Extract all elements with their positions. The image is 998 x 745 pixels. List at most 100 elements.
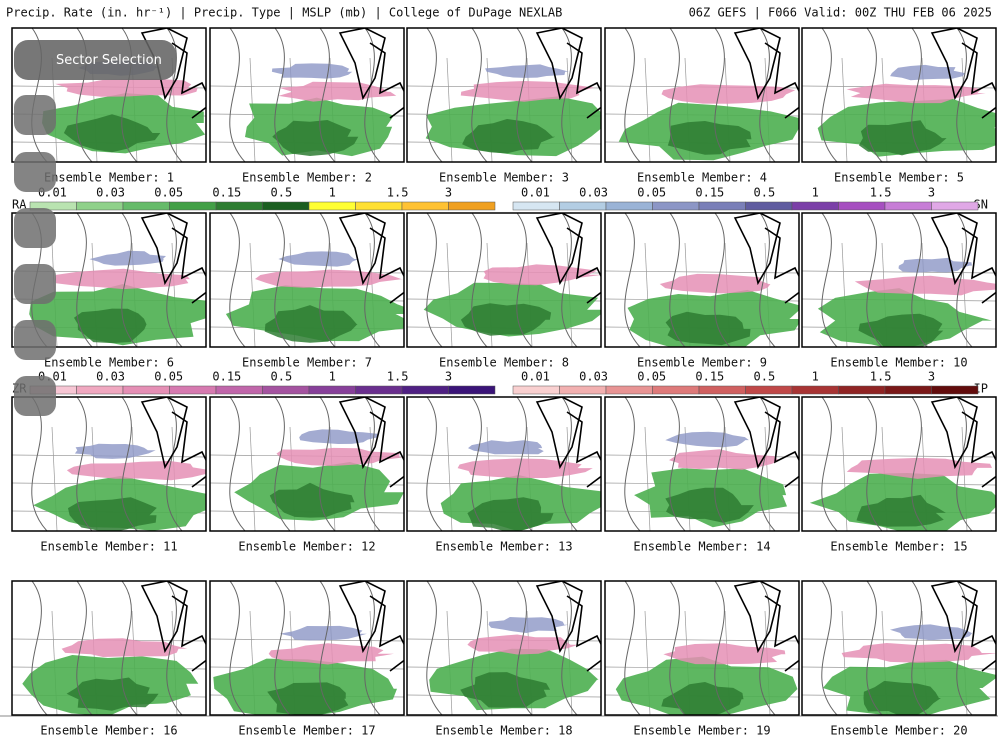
panel-border (11, 212, 207, 348)
rain-core (665, 311, 751, 346)
legend-tick: 0.05 (154, 186, 183, 200)
rain-core (460, 303, 552, 336)
border-line (407, 454, 601, 458)
isobar (31, 581, 48, 715)
panel-label: Ensemble Member: 7 (242, 356, 372, 370)
legend-tick: 1.5 (870, 370, 892, 384)
isobar (956, 28, 973, 162)
map-panel (605, 581, 799, 715)
legend-swatch (308, 385, 356, 395)
rain-core (661, 682, 744, 715)
panel-label: Ensemble Member: 8 (439, 356, 569, 370)
sector-selection-button[interactable]: Sector Selection (14, 40, 176, 80)
isobar (76, 397, 93, 531)
legend-swatch (559, 201, 607, 211)
legend-swatch (401, 385, 449, 395)
map-panel (802, 213, 996, 347)
isobar (624, 213, 641, 347)
rain-core (858, 313, 944, 347)
isobar (364, 213, 381, 347)
rain-core (467, 497, 554, 531)
mix-area (255, 269, 404, 288)
panel-label: Ensemble Member: 18 (435, 724, 572, 738)
isobar (624, 397, 641, 531)
lake-outline (930, 28, 996, 119)
isobar (624, 28, 641, 162)
mix-area (846, 457, 992, 479)
panel-border (209, 580, 405, 716)
panel-border (801, 27, 997, 163)
panel-label: Ensemble Member: 13 (435, 540, 572, 554)
isobar (274, 213, 291, 347)
isobar (274, 397, 291, 531)
lake-outline (535, 397, 601, 488)
isobar (669, 213, 686, 347)
isobar (714, 397, 731, 531)
lake-outline (930, 213, 996, 304)
isobar (166, 28, 183, 162)
legend-swatch (512, 201, 560, 211)
alert-button[interactable] (14, 264, 56, 304)
isobar (759, 213, 776, 347)
border-line (605, 638, 799, 642)
legend-tick: 3 (445, 186, 452, 200)
lake-outline (733, 213, 799, 304)
legend-swatch (931, 385, 979, 395)
mix-area (61, 638, 188, 657)
map-panel (210, 213, 404, 347)
isobar (669, 397, 686, 531)
rain-core (272, 120, 359, 156)
isobar (166, 581, 183, 715)
lake-outline (140, 397, 206, 488)
help-button[interactable] (14, 208, 56, 248)
snow-area (299, 429, 379, 444)
legend-tick: 1 (329, 186, 336, 200)
isobar (911, 397, 928, 531)
isobar (76, 213, 93, 347)
share-link-button[interactable] (14, 152, 56, 192)
panel-label: Ensemble Member: 9 (637, 356, 767, 370)
isobar (229, 28, 246, 162)
share-button[interactable] (14, 320, 56, 360)
panel-label: Ensemble Member: 2 (242, 171, 372, 185)
legend-swatch (122, 385, 170, 395)
isobar (956, 581, 973, 715)
isobar (821, 581, 838, 715)
download-button[interactable] (14, 376, 56, 416)
mix-area (663, 643, 786, 665)
isobar (516, 213, 533, 347)
isobar (516, 397, 533, 531)
isobar (759, 397, 776, 531)
isobar (516, 28, 533, 162)
isobar (911, 28, 928, 162)
isobar (166, 397, 183, 531)
isobar (426, 28, 443, 162)
map-panel (407, 397, 601, 531)
legend-tick: 0.01 (521, 186, 550, 200)
mix-area (669, 449, 780, 470)
legend-tick: 1.5 (387, 186, 409, 200)
legend-tick: 0.05 (637, 186, 666, 200)
sector-selection-label: Sector Selection (56, 52, 162, 68)
isobar (76, 581, 93, 715)
border-line (802, 638, 996, 642)
panel-border (11, 580, 207, 716)
rain-core (267, 682, 349, 715)
map-panel (407, 28, 601, 162)
isobar (956, 213, 973, 347)
legend-swatch (262, 385, 310, 395)
legend-swatch (652, 201, 700, 211)
legend-swatch (448, 201, 496, 211)
rain-core (269, 482, 355, 518)
isobar (759, 581, 776, 715)
lake-outline (733, 28, 799, 119)
isobar (714, 28, 731, 162)
lake-outline (930, 581, 996, 672)
panel-label: Ensemble Member: 3 (439, 171, 569, 185)
legend-swatch (698, 385, 746, 395)
panel-border (209, 212, 405, 348)
legend-tick: 1.5 (387, 370, 409, 384)
legend-swatch (698, 201, 746, 211)
settings-button[interactable] (14, 95, 56, 135)
legend-tick: 0.03 (96, 186, 125, 200)
